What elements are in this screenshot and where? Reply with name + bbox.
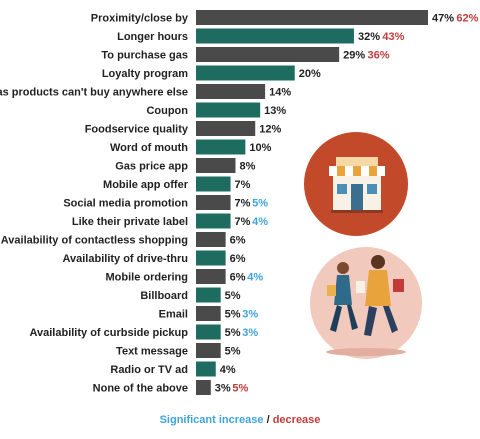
- value-label: 6%: [230, 253, 246, 265]
- value-label: 29%: [343, 50, 365, 62]
- value-label: 4%: [220, 364, 236, 376]
- category-label: Email: [159, 309, 188, 321]
- legend-increase: Significant increase: [159, 414, 264, 426]
- bar: [196, 343, 221, 358]
- category-label: Gas price app: [115, 161, 188, 173]
- bar: [196, 65, 295, 81]
- comparison-label: 62%: [456, 13, 478, 25]
- value-label: 5%: [225, 327, 241, 339]
- category-label: Word of mouth: [110, 142, 188, 154]
- comparison-label: 5%: [232, 383, 248, 395]
- bar: [196, 84, 266, 99]
- comparison-label: 4%: [247, 272, 263, 284]
- category-label: Mobile app offer: [103, 179, 189, 191]
- value-label: 7%: [235, 198, 251, 210]
- category-label: Mobile ordering: [106, 272, 189, 284]
- category-label: Like their private label: [72, 216, 188, 228]
- value-label: 8%: [239, 161, 255, 173]
- category-label: Loyalty program: [102, 68, 188, 80]
- bar: [196, 10, 428, 25]
- bar: [196, 324, 221, 340]
- category-label: Availability of curbside pickup: [29, 327, 188, 339]
- bar: [196, 176, 231, 192]
- comparison-label: 3%: [242, 327, 258, 339]
- bar: [196, 213, 231, 229]
- comparison-label: 5%: [252, 198, 268, 210]
- bars-layer: Proximity/close by 47% 62%Longer hours 32% 4…: [0, 10, 479, 395]
- legend-separator: /: [266, 414, 270, 426]
- value-label: 12%: [259, 124, 281, 136]
- bar: [196, 158, 236, 173]
- category-label: Billboard: [140, 290, 188, 302]
- value-label: 32%: [358, 31, 380, 43]
- bar: [196, 250, 226, 266]
- category-label: Coupon: [146, 105, 188, 117]
- value-label: 47%: [432, 13, 454, 25]
- value-label: 7%: [235, 179, 251, 191]
- shoppers-illustration: [310, 247, 422, 359]
- category-label: Foodservice quality: [85, 124, 189, 136]
- bar: [196, 28, 354, 44]
- comparison-label: 36%: [368, 50, 390, 62]
- category-label: None of the above: [93, 383, 188, 395]
- bar: [196, 47, 340, 62]
- category-label: Social media promotion: [63, 198, 188, 210]
- category-label: Radio or TV ad: [110, 364, 188, 376]
- comparison-label: 3%: [242, 309, 258, 321]
- value-label: 5%: [225, 346, 241, 358]
- category-label: Proximity/close by: [91, 13, 189, 25]
- category-label: Availability of contactless shopping: [1, 235, 188, 247]
- bar-chart: Proximity/close by 47% 62%Longer hours 32% 4…: [0, 10, 479, 395]
- value-label: 5%: [225, 290, 241, 302]
- category-label: Availability of drive-thru: [62, 253, 188, 265]
- storefront-icon: [304, 132, 408, 236]
- value-label: 20%: [299, 68, 321, 80]
- legend-decrease: decrease: [272, 414, 321, 426]
- bar: [196, 306, 221, 321]
- category-label: Has products can't buy anywhere else: [0, 87, 188, 99]
- bar: [196, 139, 246, 155]
- comparison-label: 4%: [252, 216, 268, 228]
- value-label: 14%: [269, 87, 291, 99]
- value-label: 7%: [235, 216, 251, 228]
- category-label: To purchase gas: [101, 50, 188, 62]
- bar: [196, 121, 256, 136]
- category-label: Text message: [116, 346, 188, 358]
- bar: [196, 232, 226, 247]
- bar: [196, 195, 231, 210]
- bar: [196, 380, 211, 395]
- bar: [196, 102, 261, 118]
- value-label: 10%: [249, 142, 271, 154]
- chart-legend: Significant increase / decrease: [0, 414, 480, 426]
- value-label: 5%: [225, 309, 241, 321]
- category-label: Longer hours: [117, 31, 188, 43]
- value-label: 6%: [230, 272, 246, 284]
- comparison-label: 43%: [382, 31, 404, 43]
- bar: [196, 287, 221, 303]
- value-label: 6%: [230, 235, 246, 247]
- bar: [196, 361, 216, 377]
- value-label: 13%: [264, 105, 286, 117]
- bar: [196, 269, 226, 284]
- value-label: 3%: [215, 383, 231, 395]
